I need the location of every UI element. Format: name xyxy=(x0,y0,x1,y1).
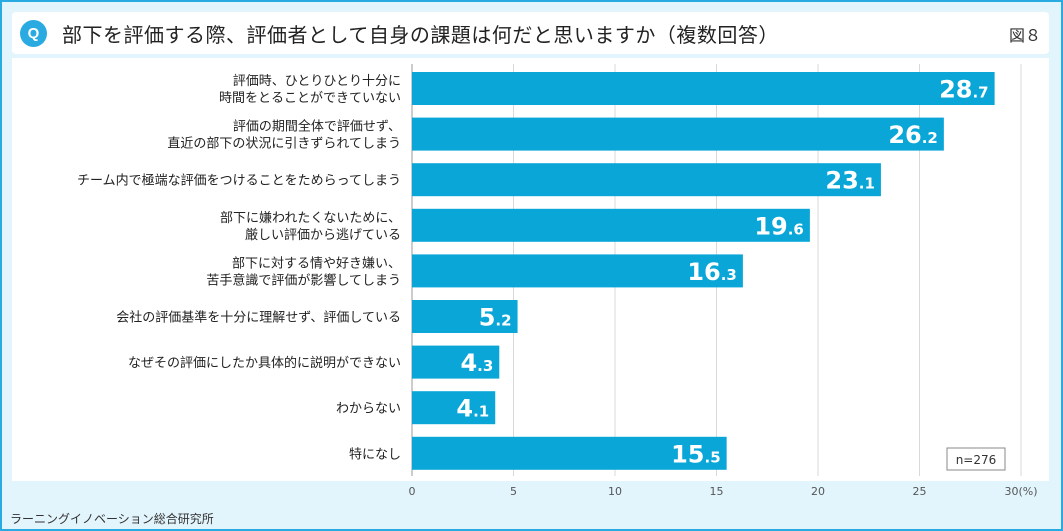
value-label: 4.1 xyxy=(456,395,489,423)
x-tick-label: 30(%) xyxy=(1004,485,1037,498)
x-tick-label: 20 xyxy=(811,485,825,498)
value-label-integer: 23 xyxy=(825,167,858,195)
x-tick-label: 0 xyxy=(409,485,416,498)
value-label-decimal: .7 xyxy=(972,84,988,102)
value-label-decimal: .3 xyxy=(721,266,737,284)
value-label-integer: 5 xyxy=(479,304,496,332)
value-label-decimal: .1 xyxy=(473,403,489,421)
value-label-decimal: .3 xyxy=(477,357,493,375)
value-label: 4.3 xyxy=(460,349,493,377)
bar xyxy=(412,391,496,425)
category-label: 時間をとることができていない xyxy=(219,91,401,106)
value-label-integer: 4 xyxy=(456,395,473,423)
sample-size-text: n=276 xyxy=(956,453,997,467)
value-label-integer: 16 xyxy=(687,258,720,286)
category-label: 部下に嫌われたくないために、 xyxy=(220,211,401,226)
value-label-integer: 28 xyxy=(939,76,972,104)
value-label-decimal: .5 xyxy=(705,448,721,466)
bar xyxy=(412,163,881,197)
value-label-integer: 26 xyxy=(888,121,921,149)
value-label-decimal: .2 xyxy=(922,129,938,147)
value-labels: 28.726.223.119.616.35.24.34.115.5 xyxy=(456,76,988,469)
category-label: チーム内で極端な評価をつけることをためらってしまう xyxy=(77,173,401,189)
category-label: 部下に対する情や好き嫌い、 xyxy=(232,256,401,271)
x-tick-label: 15 xyxy=(710,485,724,498)
sample-size-frame xyxy=(946,447,1006,471)
category-label: わからない xyxy=(336,402,401,417)
value-label: 26.2 xyxy=(888,121,938,149)
category-label: 苦手意識で評価が影響してしまう xyxy=(206,272,401,288)
category-label: 厳しい評価から逃げている xyxy=(245,228,401,243)
question-badge: Q xyxy=(20,20,47,47)
value-label: 28.7 xyxy=(939,76,989,104)
value-label: 19.6 xyxy=(754,212,804,240)
category-label: 会社の評価基準を十分に理解せず、評価している xyxy=(116,310,401,326)
bar xyxy=(412,345,500,379)
bar xyxy=(412,436,727,470)
sample-size-box: n=276 xyxy=(946,447,1006,471)
x-tick-label: 10 xyxy=(608,485,622,498)
bars xyxy=(412,72,995,470)
category-label: 特になし xyxy=(349,447,401,462)
value-label-integer: 19 xyxy=(754,212,787,240)
source-credit: ラーニングイノベーション総合研究所 xyxy=(10,512,214,526)
bar xyxy=(412,117,944,151)
value-label: 16.3 xyxy=(687,258,737,286)
bar xyxy=(412,72,995,105)
category-label: なぜその評価にしたか具体的に説明ができない xyxy=(128,355,401,371)
chart-title: 部下を評価する際、評価者として自身の課題は何だと思いますか（複数回答） xyxy=(62,23,779,47)
value-label-decimal: .1 xyxy=(859,175,875,193)
category-label: 評価の期間全体で評価せず、 xyxy=(233,119,401,135)
value-label-decimal: .6 xyxy=(788,220,804,238)
bar xyxy=(412,300,518,333)
x-tick-labels: 0 5 10 15 20 25 30(%) xyxy=(409,485,1038,498)
figure-label: 図８ xyxy=(1008,26,1041,45)
bar xyxy=(412,254,743,288)
value-label: 23.1 xyxy=(825,167,875,195)
value-label-decimal: .2 xyxy=(495,312,511,330)
category-label: 直近の部下の状況に引きずられてしまう xyxy=(167,137,401,152)
value-label-integer: 15 xyxy=(671,440,704,468)
bar xyxy=(412,208,810,242)
value-label: 5.2 xyxy=(479,304,512,332)
category-labels: 評価時、ひとりひとり十分に時間をとることができていない評価の期間全体で評価せず、… xyxy=(77,74,401,462)
value-label-integer: 4 xyxy=(460,349,477,377)
header-bar xyxy=(12,12,1049,54)
x-tick-label: 5 xyxy=(510,485,517,498)
value-label: 15.5 xyxy=(671,440,721,468)
category-label: 評価時、ひとりひとり十分に xyxy=(233,74,401,89)
x-tick-label: 25 xyxy=(913,485,927,498)
